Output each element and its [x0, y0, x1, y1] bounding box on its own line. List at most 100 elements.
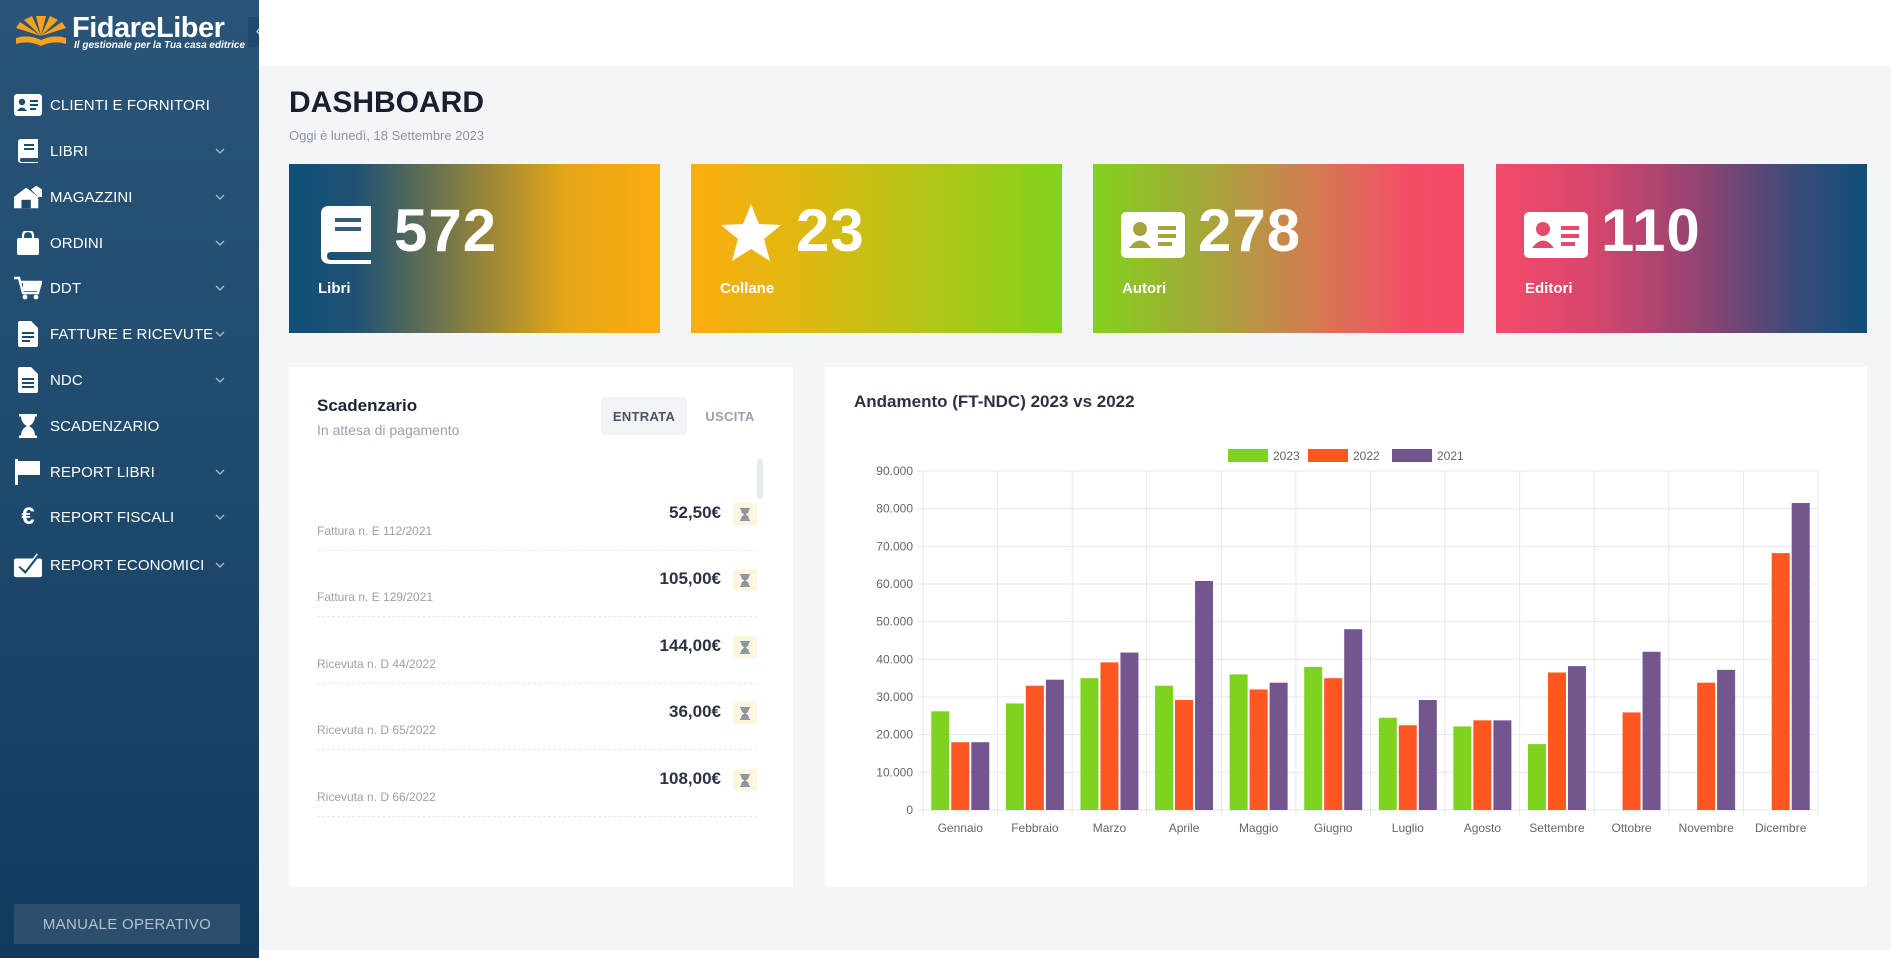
checked-box-icon [14, 551, 42, 579]
flag-icon [14, 458, 42, 486]
sidebar-item-report-economici[interactable]: REPORT ECONOMICI [0, 545, 259, 585]
legend-label: 2021 [1437, 449, 1464, 463]
stat-label: Collane [720, 280, 775, 297]
document-reference: Ricevuta n. D 65/2022 [317, 723, 436, 737]
bar-2022 [1025, 685, 1044, 810]
y-tick-label: 20.000 [876, 728, 913, 742]
sun-book-logo-icon [16, 16, 66, 46]
bar-2022 [1547, 672, 1566, 810]
bar-2022 [1771, 553, 1790, 810]
list-item[interactable]: Ricevuta n. D 65/2022 36,00€ [317, 684, 757, 750]
bar-2023 [1527, 744, 1546, 810]
sidebar-item-ordini[interactable]: ORDINI [0, 223, 259, 263]
stat-value: 572 [394, 197, 498, 264]
pending-badge [733, 702, 757, 724]
chevron-down-icon [215, 331, 225, 337]
sidebar-item-report-fiscali[interactable]: € REPORT FISCALI [0, 497, 259, 537]
footer-strip [259, 950, 1891, 958]
sidebar-item-report-libri[interactable]: REPORT LIBRI [0, 452, 259, 492]
sidebar-item-libri[interactable]: LIBRI [0, 131, 259, 171]
chevron-down-icon [215, 514, 225, 520]
invoice-icon [14, 320, 42, 348]
hourglass-icon [740, 773, 750, 787]
stat-card-collane[interactable]: 23 Collane [691, 164, 1062, 333]
bar-2023 [931, 711, 950, 810]
tab-entrata[interactable]: ENTRATA [601, 397, 687, 435]
hourglass-icon [740, 640, 750, 654]
hourglass-icon [740, 706, 750, 720]
brand-logo[interactable]: FidareLiber Il gestionale per la Tua cas… [14, 12, 246, 52]
sidebar-item-clienti-fornitori[interactable]: CLIENTI E FORNITORI [0, 85, 259, 125]
top-bar [259, 0, 1891, 66]
bar-2023 [1304, 666, 1323, 810]
stat-card-editori[interactable]: 110 Editori [1496, 164, 1867, 333]
cart-icon [14, 274, 42, 302]
tab-uscita[interactable]: USCITA [705, 408, 755, 424]
bar-2023 [1080, 678, 1099, 810]
y-tick-label: 80.000 [876, 502, 913, 516]
x-tick-label: Luglio [1392, 821, 1424, 835]
brand-name: FidareLiber [72, 12, 225, 44]
euro-icon: € [21, 503, 35, 530]
list-item[interactable]: Fattura n. E 112/2021 52,50€ [317, 485, 757, 551]
hourglass-icon [14, 412, 42, 440]
pending-badge [733, 503, 757, 525]
chevron-down-icon [215, 148, 225, 154]
page-date: Oggi è lunedì, 18 Settembre 2023 [289, 128, 485, 143]
sidebar-item-ddt[interactable]: DDT [0, 268, 259, 308]
bar-2022 [1622, 712, 1641, 810]
bar-2022 [1473, 720, 1492, 810]
manual-button[interactable]: MANUALE OPERATIVO [14, 904, 240, 944]
chevron-down-icon [215, 194, 225, 200]
x-tick-label: Gennaio [938, 821, 984, 835]
book-icon [14, 137, 42, 165]
stat-card-autori[interactable]: 278 Autori [1093, 164, 1464, 333]
list-item[interactable]: Ricevuta n. D 44/2022 144,00€ [317, 618, 757, 684]
list-item[interactable]: Fattura n. E 129/2021 105,00€ [317, 551, 757, 617]
hourglass-icon [740, 573, 750, 587]
legend-label: 2023 [1273, 449, 1300, 463]
sidebar-item-label: REPORT LIBRI [50, 463, 155, 481]
bar-2022 [1324, 678, 1343, 810]
contact-card-icon [14, 91, 42, 119]
x-tick-label: Giugno [1314, 821, 1353, 835]
y-tick-label: 50.000 [876, 615, 913, 629]
bar-2022 [951, 742, 970, 810]
sidebar-item-label: MAGAZZINI [50, 188, 133, 206]
y-tick-label: 30.000 [876, 690, 913, 704]
shopping-bag-icon [14, 229, 42, 257]
chart-panel: Andamento (FT-NDC) 2023 vs 2022 0 10.000 2… [825, 367, 1867, 887]
document-reference: Fattura n. E 112/2021 [317, 524, 433, 538]
scrollbar-thumb[interactable] [757, 459, 763, 499]
brand-tagline: Il gestionale per la Tua casa editrice [74, 40, 246, 51]
bar-2021 [1195, 580, 1214, 810]
bar-2023 [1005, 703, 1024, 810]
pending-badge [733, 636, 757, 658]
stat-value: 278 [1198, 197, 1302, 264]
legend-swatch-2021 [1392, 449, 1432, 462]
bar-2022 [1398, 725, 1417, 810]
bar-2021 [1642, 651, 1661, 810]
chevron-down-icon [215, 562, 225, 568]
bar-2023 [1378, 717, 1397, 810]
sidebar-item-label: REPORT ECONOMICI [50, 556, 205, 574]
bar-2022 [1249, 689, 1268, 810]
sidebar-item-label: NDC [50, 371, 83, 389]
sidebar-item-label: ORDINI [50, 234, 104, 252]
warehouse-icon [14, 183, 42, 211]
y-tick-label: 60.000 [876, 577, 913, 591]
hourglass-icon [740, 507, 750, 521]
legend-label: 2022 [1353, 449, 1380, 463]
sidebar-item-ndc[interactable]: NDC [0, 360, 259, 400]
list-item[interactable]: Ricevuta n. D 66/2022 108,00€ [317, 751, 757, 817]
bar-2021 [971, 742, 990, 810]
sidebar-item-magazzini[interactable]: MAGAZZINI [0, 177, 259, 217]
x-tick-label: Settembre [1529, 821, 1585, 835]
stat-card-libri[interactable]: 572 Libri [289, 164, 660, 333]
bar-2021 [1418, 700, 1437, 810]
x-tick-label: Febbraio [1011, 821, 1059, 835]
document-icon [14, 366, 42, 394]
chevron-down-icon [215, 285, 225, 291]
sidebar-item-scadenzario[interactable]: SCADENZARIO [0, 406, 259, 446]
sidebar-item-fatture-ricevute[interactable]: FATTURE E RICEVUTE [0, 314, 259, 354]
